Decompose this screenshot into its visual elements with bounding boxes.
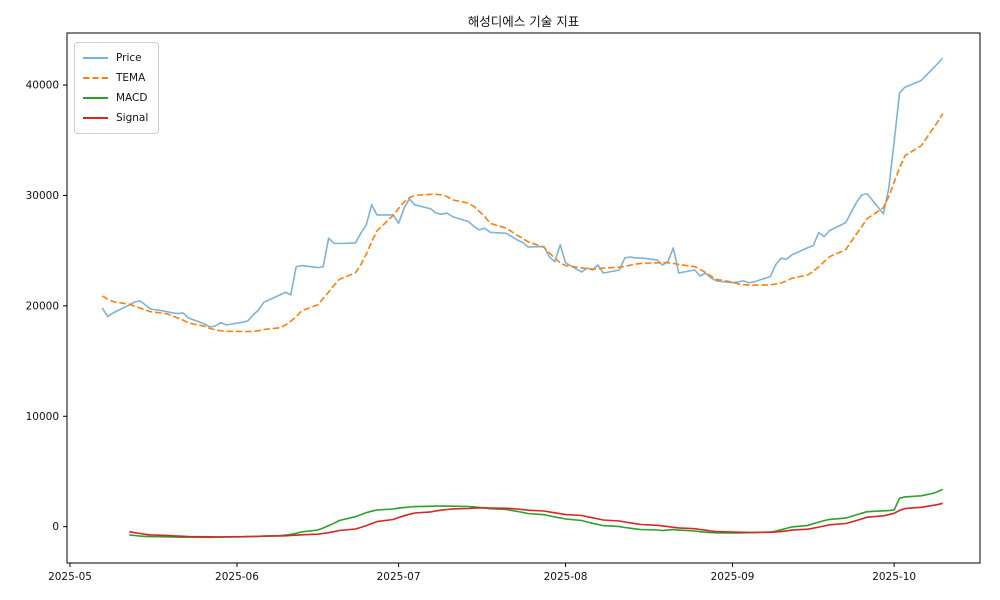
legend-label: MACD xyxy=(116,92,148,104)
legend-item-price: Price xyxy=(83,48,148,68)
legend-item-signal: Signal xyxy=(83,108,148,128)
x-tick-label: 2025-10 xyxy=(872,571,916,583)
y-tick-label: 30000 xyxy=(26,190,59,202)
legend-label: Signal xyxy=(116,112,149,124)
y-tick-label: 40000 xyxy=(26,80,59,92)
tema-line xyxy=(101,113,944,333)
x-tick-label: 2025-06 xyxy=(215,571,259,583)
legend: Price TEMA MACD Signal xyxy=(74,42,160,134)
x-tick-label: 2025-08 xyxy=(544,571,588,583)
y-tick-label: 0 xyxy=(52,521,59,533)
price-line-sample xyxy=(83,57,108,59)
axes-frame xyxy=(66,32,981,564)
y-tick-label: 20000 xyxy=(26,300,59,312)
x-tick-label: 2025-07 xyxy=(377,571,421,583)
legend-item-macd: MACD xyxy=(83,88,148,108)
y-tick-label: 10000 xyxy=(26,411,59,423)
signal-line-sample xyxy=(83,117,108,119)
legend-item-tema: TEMA xyxy=(83,68,148,88)
signal-line xyxy=(129,502,943,538)
legend-label: Price xyxy=(116,52,142,64)
tema-line-sample xyxy=(83,77,108,79)
x-tick-label: 2025-05 xyxy=(48,571,92,583)
legend-label: TEMA xyxy=(116,72,146,84)
chart-title: 해성디에스 기술 지표 xyxy=(467,14,580,29)
x-tick-label: 2025-09 xyxy=(711,571,755,583)
macd-line-sample xyxy=(83,97,108,99)
price-line xyxy=(101,57,944,328)
